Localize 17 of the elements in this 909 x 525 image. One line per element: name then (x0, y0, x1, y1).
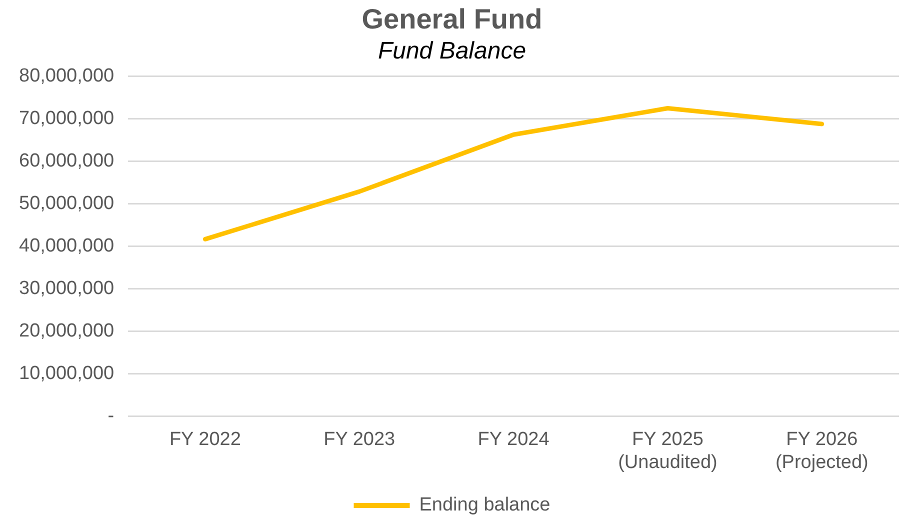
x-tick-label: FY 2026 (Projected) (775, 429, 868, 473)
y-tick-label: 30,000,000 (19, 278, 114, 300)
x-tick-label: FY 2025 (Unaudited) (618, 429, 718, 473)
y-tick-label: 60,000,000 (19, 150, 114, 172)
y-tick-label: 80,000,000 (19, 66, 114, 87)
y-tick-label: 40,000,000 (19, 236, 114, 257)
y-tick-label: 10,000,000 (19, 363, 114, 384)
chart-subtitle: Fund Balance (378, 38, 526, 65)
y-tick-label: - (108, 406, 114, 427)
chart-title: General Fund (362, 4, 542, 35)
x-tick-label: FY 2024 (478, 429, 550, 450)
y-tick-label: 20,000,000 (19, 320, 114, 342)
x-tick-label: FY 2023 (324, 429, 396, 450)
legend-label: Ending balance (419, 494, 550, 516)
y-tick-label: 70,000,000 (19, 108, 114, 130)
y-tick-label: 50,000,000 (19, 193, 114, 214)
x-tick-label: FY 2022 (169, 429, 241, 450)
